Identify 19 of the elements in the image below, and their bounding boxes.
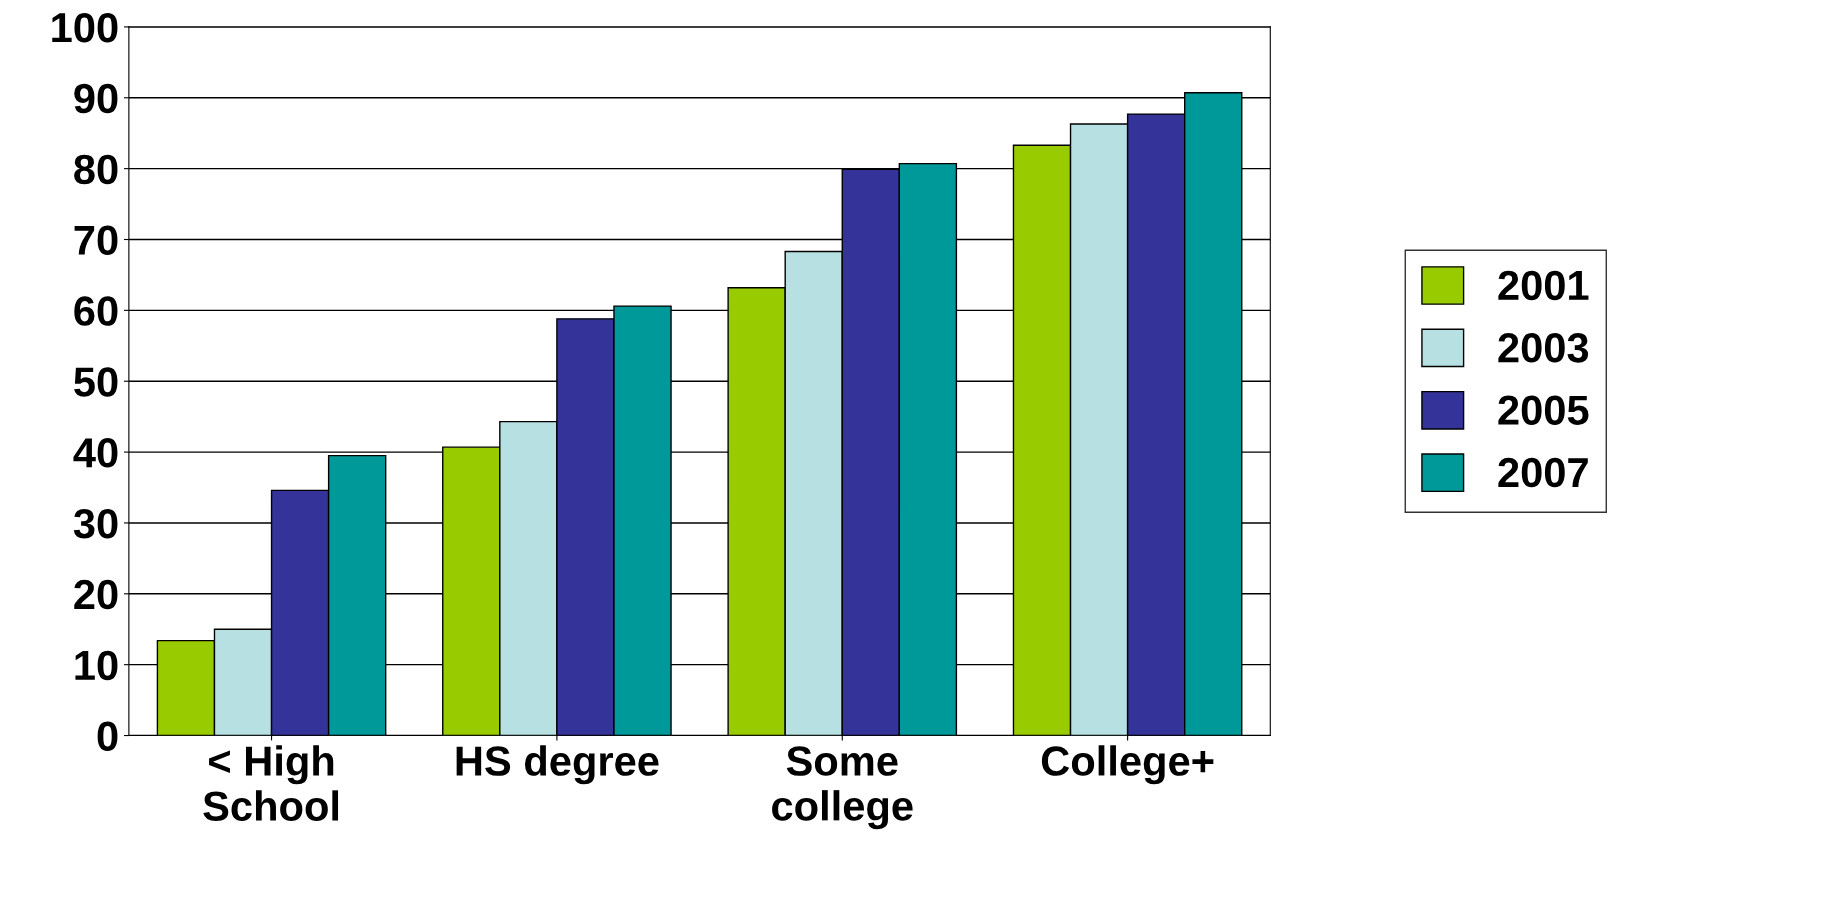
y-tick-label: 20 <box>74 579 118 610</box>
y-tick-label: 10 <box>75 650 118 681</box>
legend-label: 2005 <box>1498 395 1589 425</box>
x-tick-label: College+ <box>1041 745 1214 785</box>
legend-label: 2003 <box>1498 333 1589 363</box>
y-tick-label: 50 <box>74 367 118 397</box>
y-tick-label: 100 <box>52 12 118 43</box>
y-tick-label: 0 <box>97 721 118 752</box>
x-tick-label: < High School <box>203 745 339 821</box>
y-tick-label: 30 <box>73 508 118 539</box>
legend-label: 2001 <box>1498 270 1589 301</box>
y-tick-label: 80 <box>74 154 118 185</box>
x-tick-label: HS degree <box>456 745 659 785</box>
legend-label: 2007 <box>1498 457 1588 488</box>
y-tick-label: 40 <box>73 438 118 468</box>
y-tick-label: 90 <box>74 83 118 114</box>
y-tick-label: 70 <box>74 225 118 256</box>
y-tick-label: 60 <box>74 296 118 326</box>
x-tick-label: Some college <box>772 746 913 830</box>
